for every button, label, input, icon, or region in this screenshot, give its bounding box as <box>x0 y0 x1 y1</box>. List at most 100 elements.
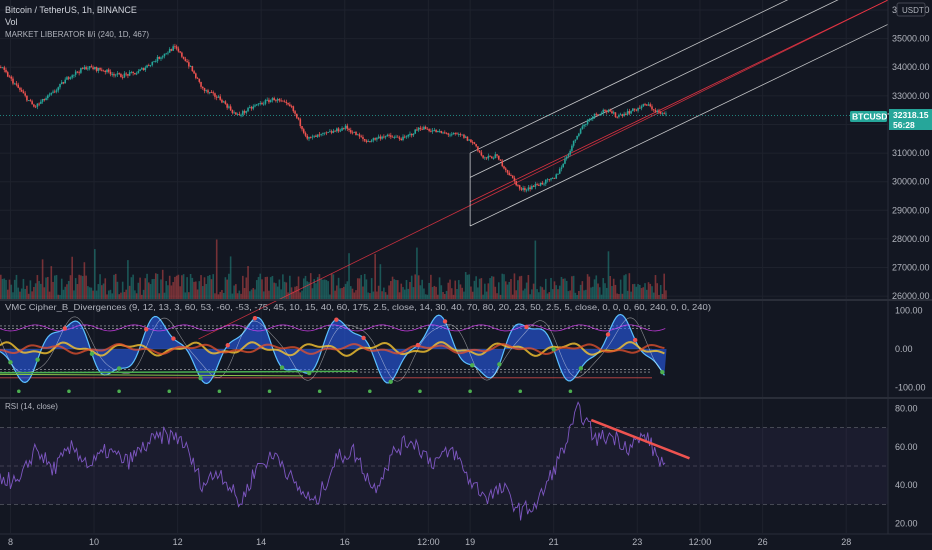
candle-body <box>489 155 491 157</box>
volume-bar <box>341 288 343 299</box>
candle-body <box>585 124 587 125</box>
candle-body <box>654 110 657 112</box>
candle-body <box>336 128 338 132</box>
candle-body <box>623 113 625 116</box>
volume-bar <box>114 273 117 299</box>
time-tick-label: 23 <box>632 537 642 547</box>
volume-bar <box>264 277 267 299</box>
candle-body <box>374 138 376 140</box>
candle-body <box>478 150 481 153</box>
volume-bar <box>95 290 98 299</box>
candle-body <box>550 178 552 180</box>
candle-body <box>280 100 282 102</box>
candle-body <box>484 157 486 159</box>
candle-body <box>576 135 578 140</box>
currency-button[interactable] <box>896 2 926 17</box>
candle-body <box>450 134 453 136</box>
rsi-pane[interactable] <box>0 401 888 521</box>
candle-body <box>240 114 242 116</box>
volume-bar <box>524 288 526 299</box>
candle-body <box>419 127 422 129</box>
candle-body <box>308 137 310 139</box>
volume-bar <box>275 283 277 299</box>
candle-body <box>555 174 558 179</box>
volume-bar <box>449 279 451 299</box>
candle-body <box>78 72 80 74</box>
candle-body <box>520 188 523 190</box>
volume-bar <box>47 276 49 299</box>
candle-body <box>83 67 86 69</box>
volume-bar <box>489 278 491 299</box>
volume-bar <box>238 290 241 299</box>
volume-bar <box>482 294 484 299</box>
volume-bar <box>158 293 161 299</box>
volume-bar <box>67 280 70 299</box>
volume-bar <box>287 292 289 299</box>
price-tick-label: 34000.00 <box>892 62 930 72</box>
channel-top-line[interactable] <box>469 0 888 154</box>
candle-body <box>567 154 570 157</box>
candle-body <box>605 110 608 113</box>
volume-bar <box>560 276 563 299</box>
candle-body <box>5 69 7 73</box>
candle-body <box>313 135 316 137</box>
volume-bar <box>367 292 369 299</box>
volume-bar <box>639 284 641 299</box>
volume-bar <box>229 256 232 299</box>
volume-bar <box>181 275 183 299</box>
candle-body <box>356 134 359 136</box>
volume-bar <box>586 274 589 299</box>
candle-body <box>426 128 429 130</box>
volume-bar <box>605 287 608 299</box>
candle-body <box>548 179 551 181</box>
rsi-line <box>0 401 666 521</box>
candle-body <box>217 96 220 98</box>
channel-median-line[interactable] <box>469 0 889 203</box>
volume-bar <box>600 294 603 299</box>
candle-body <box>168 49 171 53</box>
volume-bar <box>511 294 514 299</box>
candle-body <box>525 189 528 191</box>
oscillator-pane[interactable] <box>0 313 667 394</box>
volume-bar <box>663 273 665 299</box>
channel-lower-line[interactable] <box>469 23 889 227</box>
candle-body <box>184 58 187 62</box>
volume-bar <box>189 273 192 299</box>
candle-body <box>167 52 169 54</box>
volume-bar <box>343 286 345 299</box>
volume-bar <box>3 278 6 299</box>
price-pane[interactable] <box>0 0 889 340</box>
volume-bar <box>351 288 354 299</box>
volume-bar <box>421 279 423 299</box>
time-tick-label: 12:00 <box>417 537 440 547</box>
candle-body <box>275 100 277 102</box>
volume-bar <box>296 286 298 299</box>
candle-body <box>97 67 100 71</box>
volume-bar <box>381 291 383 299</box>
candle-body <box>376 137 378 140</box>
channel-upper-line[interactable] <box>469 0 888 178</box>
signal-dot <box>35 357 40 362</box>
signal-dot <box>442 319 448 324</box>
rsi-trendline[interactable] <box>590 418 690 460</box>
volume-bar <box>423 288 425 299</box>
long-trend-ray[interactable] <box>198 0 889 340</box>
signal-dot <box>116 366 122 371</box>
volume-bar <box>647 282 650 299</box>
candle-body <box>228 106 230 108</box>
volume-bar <box>611 286 613 299</box>
volume-bar <box>134 290 136 299</box>
candle-body <box>421 128 423 130</box>
volume-bar <box>325 280 328 299</box>
volume-bar <box>419 285 422 299</box>
candle-body <box>344 125 347 129</box>
candle-body <box>195 73 197 78</box>
candle-body <box>471 142 474 144</box>
volume-bar <box>571 276 573 299</box>
signal-dot <box>62 326 67 331</box>
volume-bar <box>233 285 235 299</box>
candle-body <box>470 139 472 143</box>
volume-bar <box>292 291 295 299</box>
candle-body <box>579 128 582 134</box>
